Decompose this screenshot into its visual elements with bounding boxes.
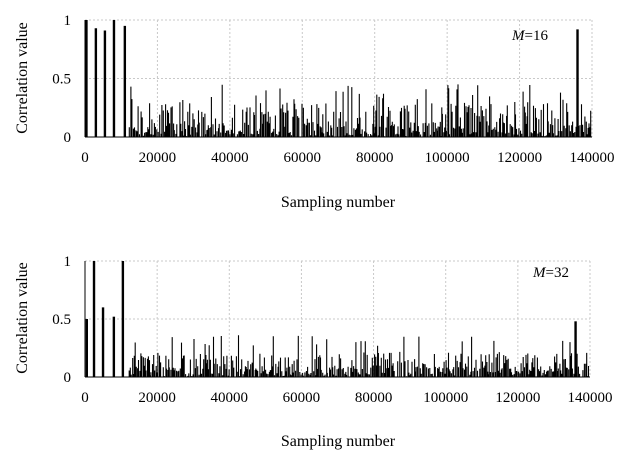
chart-m16-x-ticks: 0 20000 40000 60000 80000 100000 120000 140000: [81, 150, 614, 166]
chart-m16-x-tick-label: 100000: [425, 150, 470, 166]
chart-m32-y-tick-label: 0.5: [52, 312, 71, 328]
chart-m32-x-ticks: 0 20000 40000 60000 80000 100000 120000 140000: [81, 390, 612, 406]
chart-m16-x-tick-label: 140000: [570, 150, 615, 166]
chart-m32-grid: [85, 260, 591, 377]
chart-m16-x-tick-label: 80000: [356, 150, 394, 166]
chart-m32-annotation-value: =32: [546, 265, 569, 281]
chart-m32-xlabel: Sampling number: [281, 433, 396, 450]
chart-m32-ylabel: Correlation value: [14, 262, 31, 374]
chart-m16: 0 20000 40000 60000 80000 100000 120000 140000 …: [14, 13, 615, 211]
chart-m16-x-tick-label: 0: [81, 150, 89, 166]
chart-m32-y-tick-label: 1: [64, 254, 72, 270]
chart-m16-ylabel: Correlation value: [14, 22, 31, 134]
chart-m32-series: [85, 261, 590, 378]
chart-m16-series: [85, 20, 592, 138]
chart-m16-x-tick-label: 40000: [211, 150, 249, 166]
chart-m32-noise-trace: [128, 335, 590, 378]
chart-m32-x-tick-label: 80000: [355, 390, 393, 406]
chart-m16-xlabel: Sampling number: [281, 194, 396, 211]
chart-m32-annotation: M=32: [532, 265, 569, 281]
chart-m32-x-tick-label: 120000: [495, 390, 540, 406]
chart-m16-x-tick-label: 60000: [284, 150, 322, 166]
chart-m32: 0 20000 40000 60000 80000 100000 120000 140000 …: [14, 254, 613, 450]
chart-m16-y-ticks: 00.51: [52, 13, 71, 146]
chart-m32-x-tick-label: 40000: [211, 390, 249, 406]
chart-m32-y-ticks: 00.51: [52, 254, 71, 386]
chart-m16-y-tick-label: 0: [64, 130, 72, 146]
chart-m16-annotation-symbol: M: [511, 28, 526, 44]
chart-m16-y-tick-label: 1: [64, 13, 72, 29]
chart-m16-x-tick-label: 20000: [139, 150, 177, 166]
chart-m32-x-tick-label: 60000: [283, 390, 321, 406]
chart-m32-y-tick-label: 0: [64, 370, 72, 386]
chart-m32-x-tick-label: 100000: [423, 390, 468, 406]
chart-m16-x-tick-label: 120000: [497, 150, 542, 166]
chart-m32-x-tick-label: 0: [81, 390, 89, 406]
chart-m16-annotation-value: =16: [525, 28, 549, 44]
chart-m16-noise-trace: [128, 84, 592, 138]
chart-m32-annotation-symbol: M: [532, 265, 547, 281]
chart-m32-x-tick-label: 20000: [138, 390, 176, 406]
chart-m16-y-tick-label: 0.5: [52, 72, 71, 88]
chart-m32-x-tick-label: 140000: [568, 390, 613, 406]
chart-m16-annotation: M=16: [511, 28, 548, 44]
